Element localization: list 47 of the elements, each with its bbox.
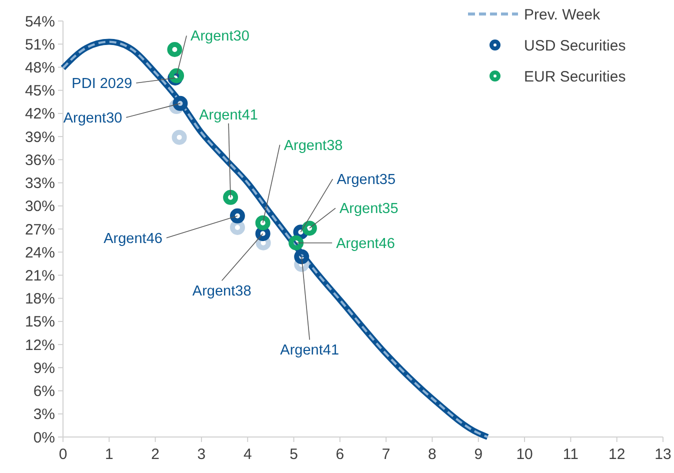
- data-label: Argent41: [280, 342, 340, 359]
- data-label: PDI 2029: [72, 76, 132, 92]
- y-tick-label: 6%: [33, 383, 55, 400]
- data-label: Argent46: [104, 230, 162, 247]
- y-tick-label: 24%: [24, 244, 55, 262]
- y-tick-label: 33%: [24, 175, 55, 192]
- x-tick-label: 0: [58, 446, 68, 463]
- data-label: Argent30: [190, 28, 250, 45]
- legend-label: USD Securities: [524, 37, 626, 54]
- data-label: Argent30: [63, 110, 122, 126]
- data-label: Argent38: [284, 138, 343, 154]
- y-tick-label: 12%: [24, 336, 55, 354]
- y-tick-label: 18%: [24, 290, 55, 308]
- x-tick-label: 10: [516, 446, 533, 463]
- y-tick-label: 48%: [24, 59, 55, 76]
- x-tick-label: 6: [336, 446, 344, 463]
- y-tick-label: 42%: [24, 106, 55, 123]
- data-label: Argent41: [199, 107, 258, 124]
- data-label: Argent35: [336, 172, 396, 188]
- y-tick-label: 0%: [33, 429, 55, 446]
- data-label: Argent35: [339, 201, 398, 218]
- x-tick-label: 13: [654, 446, 672, 463]
- x-tick-label: 9: [474, 446, 483, 463]
- x-tick-label: 1: [104, 446, 114, 463]
- y-tick-label: 51%: [24, 36, 55, 54]
- y-tick-label: 45%: [24, 82, 55, 100]
- x-tick-label: 2: [151, 446, 160, 463]
- x-tick-label: 8: [428, 446, 436, 463]
- x-tick-label: 4: [243, 446, 252, 463]
- x-tick-label: 7: [382, 446, 390, 463]
- x-tick-label: 11: [562, 446, 578, 463]
- y-tick-label: 54%: [24, 13, 55, 30]
- y-tick-label: 9%: [33, 360, 55, 377]
- y-tick-label: 15%: [24, 314, 55, 331]
- data-label: Argent46: [336, 236, 395, 252]
- x-tick-label: 12: [608, 446, 626, 463]
- legend-label: EUR Securities: [524, 68, 626, 86]
- data-label: Argent38: [192, 284, 252, 300]
- x-tick-label: 3: [197, 446, 206, 463]
- y-tick-label: 36%: [24, 152, 55, 169]
- y-tick-label: 21%: [24, 267, 55, 284]
- y-tick-label: 3%: [33, 406, 55, 424]
- y-tick-label: 30%: [24, 198, 55, 216]
- y-tick-label: 27%: [24, 221, 55, 238]
- y-tick-label: 39%: [24, 128, 55, 146]
- x-tick-label: 5: [290, 446, 298, 463]
- legend-label: Prev. Week: [524, 6, 601, 24]
